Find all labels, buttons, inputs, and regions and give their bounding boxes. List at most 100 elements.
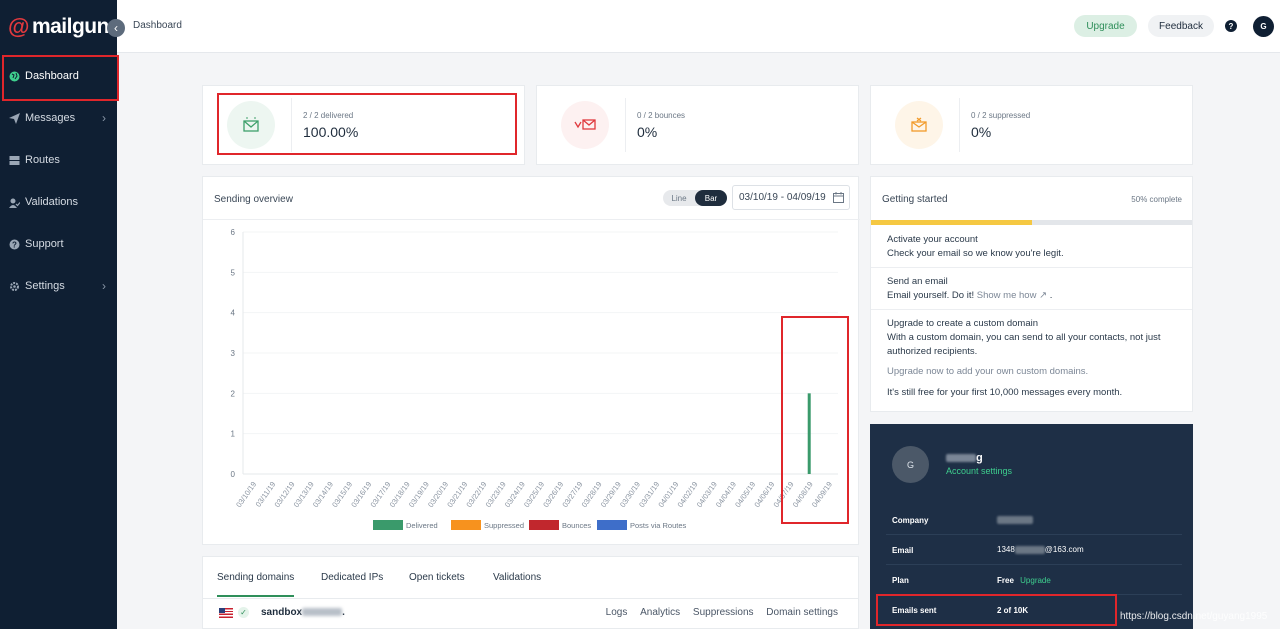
getting-started-title: Getting started (882, 194, 948, 205)
chart-type-toggle: Line Bar (663, 190, 727, 206)
legend-swatch (373, 520, 403, 530)
sidebar-item-messages[interactable]: Messages › (0, 97, 117, 139)
sidebar-item-validations[interactable]: Validations (0, 181, 117, 223)
activate-desc: Check your email so we know you're legit… (887, 248, 1064, 259)
stat-card-delivered: 2 / 2 delivered 100.00% (202, 85, 525, 165)
suppressions-link[interactable]: Suppressions (692, 607, 754, 618)
sidebar-item-settings[interactable]: Settings › (0, 265, 117, 307)
calendar-icon (833, 192, 844, 206)
chevron-right-icon: › (102, 111, 106, 125)
tab-validations[interactable]: Validations (493, 572, 542, 583)
account-name: g (946, 452, 983, 464)
domain-links: Logs Analytics Suppressions Domain setti… (596, 607, 838, 618)
send-email-step: Send an email Email yourself. Do it! Sho… (887, 275, 1052, 303)
mailgun-logo[interactable]: @ mailgun (8, 14, 109, 40)
legend-swatch (597, 520, 627, 530)
stat-label: 0 / 2 bounces (637, 111, 686, 120)
user-avatar[interactable]: G (1253, 16, 1274, 37)
progress-bar-fill (871, 220, 1032, 225)
feedback-button[interactable]: Feedback (1148, 15, 1214, 37)
domain-row[interactable]: ✓ sandbox. Logs Analytics Suppressions D… (203, 600, 858, 626)
send-title: Send an email (887, 276, 948, 287)
sidebar-nav: Dashboard Messages › Routes Validations … (0, 55, 117, 307)
watermark-text: https://blog.csdn.net/guyang1995 (1120, 611, 1268, 622)
upgrade-title: Upgrade to create a custom domain (887, 318, 1039, 329)
getting-started-card: Getting started 50% complete Activate yo… (870, 176, 1193, 412)
domain-name[interactable]: sandbox. (261, 607, 345, 618)
sidebar-item-label: Routes (25, 154, 60, 166)
activate-account-step: Activate your account Check your email s… (887, 233, 1064, 261)
upgrade-button[interactable]: Upgrade (1074, 15, 1137, 37)
routes-icon (9, 155, 20, 166)
tab-dedicated-ips[interactable]: Dedicated IPs (321, 572, 384, 583)
stat-value: 0% (637, 124, 658, 140)
y-tick-label: 4 (231, 309, 236, 318)
account-settings-link[interactable]: Account settings (946, 466, 1013, 476)
sidebar-item-label: Support (25, 238, 64, 250)
sidebar-item-label: Messages (25, 112, 76, 124)
delivered-envelope-icon (227, 101, 275, 149)
tab-sending-domains[interactable]: Sending domains (217, 572, 295, 597)
email-label: Email (892, 546, 914, 555)
verified-check-icon: ✓ (238, 607, 249, 618)
legend-label: Suppressed (484, 521, 524, 530)
domains-card: Sending domains Dedicated IPs Open ticke… (202, 556, 859, 629)
chevron-right-icon: › (102, 279, 106, 293)
domain-settings-link[interactable]: Domain settings (766, 607, 838, 618)
logo-at-icon: @ (8, 14, 29, 39)
logs-link[interactable]: Logs (605, 607, 628, 618)
svg-text:?: ? (12, 240, 17, 249)
collapse-sidebar-button[interactable]: ‹ (107, 19, 125, 37)
legend-swatch (529, 520, 559, 530)
bounce-envelope-icon (561, 101, 609, 149)
globe-icon (9, 71, 20, 82)
legend-label: Posts via Routes (630, 521, 687, 530)
external-link-icon: ↗ (1039, 290, 1048, 301)
send-end: . (1049, 290, 1053, 301)
y-tick-label: 5 (231, 268, 236, 277)
stat-divider (291, 98, 292, 152)
bar-delivered (807, 393, 811, 474)
tab-open-tickets[interactable]: Open tickets (409, 572, 465, 583)
analytics-link[interactable]: Analytics (640, 607, 681, 618)
logo-text: mailgun (31, 15, 110, 38)
redacted-block (1014, 545, 1045, 554)
stat-divider (959, 98, 960, 152)
redacted-block (997, 515, 1033, 524)
stat-label: 2 / 2 delivered (303, 111, 354, 120)
toggle-line-button[interactable]: Line (671, 193, 687, 203)
legend-swatch (451, 520, 481, 530)
toggle-bar-button[interactable]: Bar (695, 190, 727, 206)
date-range-value: 03/10/19 - 04/09/19 (739, 192, 826, 203)
stat-label: 0 / 2 suppressed (971, 111, 1031, 120)
stat-value: 0% (971, 124, 992, 140)
sidebar-item-dashboard[interactable]: Dashboard (0, 55, 117, 97)
show-me-how-link[interactable]: Show me how ↗ (976, 290, 1048, 301)
divider (886, 534, 1182, 535)
y-tick-label: 3 (231, 349, 236, 358)
company-value (997, 515, 1033, 524)
date-range-picker[interactable]: 03/10/19 - 04/09/19 (732, 185, 850, 210)
plan-upgrade-link[interactable]: Upgrade (1020, 576, 1051, 585)
y-tick-label: 0 (231, 470, 236, 479)
gear-icon (9, 281, 20, 292)
sending-overview-card: Sending overview Line Bar 03/10/19 - 04/… (202, 176, 860, 545)
suppressed-envelope-icon (895, 101, 943, 149)
divider (203, 219, 860, 220)
sending-overview-title: Sending overview (214, 194, 293, 205)
emails-sent-label: Emails sent (892, 606, 937, 615)
emails-sent-value: 2 of 10K (997, 606, 1029, 615)
plan-value: Free Upgrade (997, 576, 1051, 585)
sidebar: @ mailgun Dashboard Messages › Routes (0, 0, 117, 629)
breadcrumb: Dashboard (133, 20, 182, 31)
help-icon[interactable]: ? (1225, 20, 1237, 32)
top-bar: Dashboard Upgrade Feedback ? G (117, 0, 1280, 53)
progress-percent: 50% complete (1131, 195, 1182, 204)
sidebar-item-support[interactable]: ? Support (0, 223, 117, 265)
sidebar-item-routes[interactable]: Routes (0, 139, 117, 181)
divider (886, 564, 1182, 565)
upgrade-hint-link[interactable]: Upgrade now to add your own custom domai… (887, 366, 1089, 377)
upgrade-step: Upgrade to create a custom domain With a… (887, 317, 1187, 400)
plan-label: Plan (892, 576, 909, 585)
domains-tabs: Sending domains Dedicated IPs Open ticke… (203, 557, 858, 599)
